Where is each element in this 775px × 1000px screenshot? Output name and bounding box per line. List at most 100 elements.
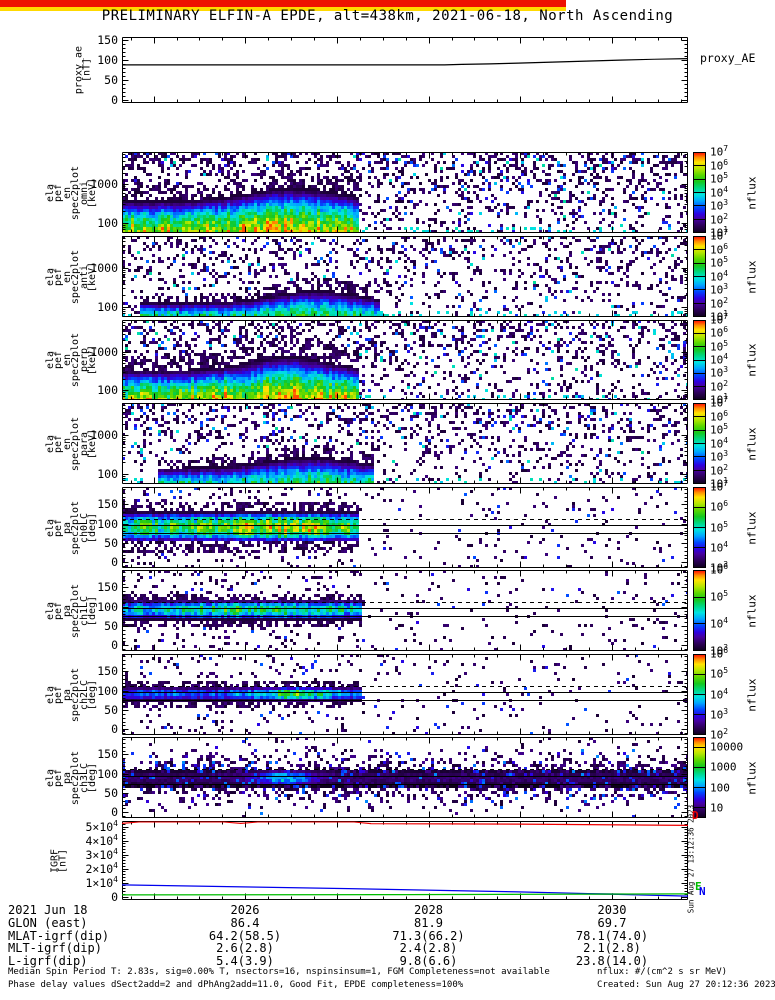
exponent: 6 — [723, 325, 729, 335]
igrf-legend-letter-D: D — [692, 809, 699, 822]
colorbar-en_para-axis-label: nflux — [745, 426, 759, 461]
colorbar-en_anti-tick-label: 103 — [710, 281, 729, 297]
panel-igrf-canvas — [122, 821, 688, 900]
exponent: 4 — [723, 686, 729, 696]
panel-pa_ch2-ytick-label: 0 — [111, 722, 118, 737]
exponent: 6 — [723, 499, 729, 509]
exponent: 1 — [723, 391, 729, 401]
colorbar-en_anti-tick-label: 102 — [710, 295, 729, 310]
colorbar-pa_ch1-tick-label: 103 — [710, 642, 729, 658]
footer-nflux-units: nflux: #/(cm^2 s sr MeV) — [597, 967, 728, 977]
panel-en_anti-canvas — [122, 236, 688, 317]
exponent: 5 — [723, 254, 729, 264]
exponent: 4 — [723, 184, 729, 194]
panel-pa_ch1-ytick-label: 0 — [111, 638, 118, 653]
exponent: 5 — [723, 519, 729, 529]
exponent: 7 — [723, 478, 729, 488]
exponent: 5 — [723, 338, 729, 348]
colorbar-en_perp-tick-label: 105 — [710, 338, 729, 354]
exponent: 6 — [723, 157, 729, 167]
colorbar-pa_ch2-tick-label: 106 — [710, 645, 729, 661]
exponent: 4 — [113, 846, 118, 856]
colorbar-en_anti-tick-label: 101 — [710, 308, 729, 324]
panel-igrf-ytick-label: 4×104 — [85, 832, 118, 848]
table-row-label: MLT-igrf(dip) — [8, 941, 102, 956]
exponent: 7 — [723, 143, 729, 153]
colorbar-en_anti-tick-label: 106 — [710, 241, 729, 256]
panel-pa_ch0-canvas — [122, 487, 688, 568]
panel-pa_ch3-ytick-label: 50 — [104, 785, 118, 800]
exponent: 4 — [113, 874, 118, 884]
exponent: 2 — [723, 211, 729, 221]
exponent: 1 — [723, 224, 729, 234]
panel-en_anti-ytick-label: 1000 — [90, 261, 118, 276]
igrf-legend-letter-E: E — [695, 880, 702, 893]
colorbar-pa_ch2-axis-label: nflux — [745, 677, 759, 712]
colorbar-en_para-tick-label: 101 — [710, 475, 729, 491]
time-tick-label: 2028 — [414, 903, 443, 917]
panel-proxy_ae-ytick-label: 50 — [104, 72, 118, 87]
panel-igrf-ytick-label: 1×104 — [85, 874, 118, 890]
panel-igrf-ytick-label: 2×104 — [85, 860, 118, 876]
exponent: 3 — [723, 197, 729, 207]
panel-en_omni-ytick-label: 1000 — [90, 177, 118, 192]
panel-en_omni-canvas — [122, 152, 688, 233]
exponent: 4 — [723, 351, 729, 361]
colorbar-pa_ch2-tick-label: 103 — [710, 706, 729, 722]
colorbar-pa_ch0-tick-label: 103 — [710, 559, 729, 575]
panel-igrf-ytick-label: 3×104 — [85, 846, 118, 862]
panel-proxy_ae-ytick-label: 0 — [111, 92, 118, 107]
exponent: 1 — [723, 475, 729, 485]
colorbar-pa_ch3-tick-label: 1000 — [710, 760, 737, 774]
colorbar-en_omni-tick-label: 103 — [710, 197, 729, 213]
panel-en_perp-canvas — [122, 320, 688, 400]
exponent: 3 — [723, 281, 729, 291]
colorbar-en_perp-tick-label: 106 — [710, 325, 729, 340]
panel-pa_ch2-ytick-label: 100 — [97, 683, 118, 698]
exponent: 2 — [723, 378, 729, 388]
colorbar-pa_ch1-axis-label: nflux — [745, 593, 759, 628]
panel-en_perp-ytick-label: 100 — [97, 383, 118, 398]
panel-en_para-ylabel: ela pef en spec2plot para [keV] — [44, 416, 98, 471]
panel-pa_ch2-ytick-label: 50 — [104, 702, 118, 717]
panel-en_omni-ytick-label: 100 — [97, 215, 118, 230]
colorbar-pa_ch3-tick-label: 100 — [710, 781, 730, 795]
exponent: 7 — [723, 311, 729, 321]
exponent: 6 — [723, 561, 729, 571]
exponent: 6 — [723, 408, 729, 418]
colorbar-en_omni-tick-label: 107 — [710, 143, 729, 159]
panel-en_perp-ytick-label: 1000 — [90, 344, 118, 359]
colorbar-pa_ch0-tick-label: 105 — [710, 519, 729, 534]
panel-pa_ch0-ytick-label: 0 — [111, 555, 118, 570]
table-cell: 69.7 — [597, 916, 627, 930]
colorbar-pa_ch0-tick-label: 106 — [710, 499, 729, 514]
panel-en_para-ytick-label: 100 — [97, 466, 118, 481]
colorbar-pa_ch2-tick-label: 102 — [710, 726, 729, 742]
exponent: 7 — [723, 394, 729, 404]
footer-line-2: Phase delay values dSect2add=2 and dPhAn… — [8, 980, 464, 990]
colorbar-pa_ch3 — [693, 737, 706, 818]
exponent: 3 — [723, 559, 729, 569]
colorbar-pa_ch1 — [693, 570, 706, 651]
panel-pa_ch2-canvas — [122, 654, 688, 735]
colorbar-en_perp-tick-label: 104 — [710, 351, 729, 367]
exponent: 4 — [723, 435, 729, 445]
panel-en_omni-ylabel: ela pef en spec2plot omni [keV] — [44, 165, 98, 220]
panel-pa_ch3-ytick-label: 150 — [97, 747, 118, 762]
colorbar-en_perp — [693, 320, 706, 400]
colorbar-en_anti-tick-label: 104 — [710, 268, 729, 283]
colorbar-en_omni — [693, 152, 706, 233]
exponent: 4 — [113, 860, 118, 870]
table-cell: 2.4(2.8) — [399, 941, 458, 956]
colorbar-pa_ch0-tick-label: 107 — [710, 478, 729, 494]
colorbar-pa_ch2 — [693, 654, 706, 735]
panel-igrf-ytick-label: 5×104 — [85, 818, 118, 834]
exponent: 6 — [723, 645, 729, 655]
colorbar-en_para-tick-label: 102 — [710, 462, 729, 477]
footer-created: Created: Sun Aug 27 20:12:36 2023 — [597, 980, 775, 990]
colorbar-en_anti — [693, 236, 706, 317]
table-cell: 86.4 — [230, 916, 260, 930]
colorbar-en_perp-axis-label: nflux — [745, 343, 759, 377]
colorbar-en_anti-tick-label: 105 — [710, 254, 729, 270]
